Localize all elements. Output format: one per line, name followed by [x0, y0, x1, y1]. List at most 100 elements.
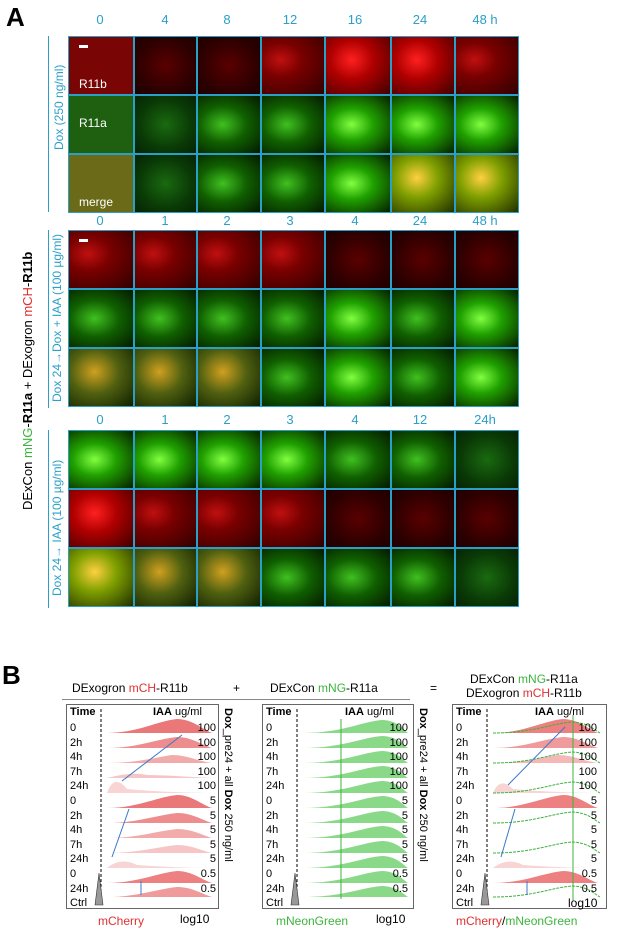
row-iaa-value: 5 [209, 809, 216, 822]
row-time-label: 0 [456, 722, 463, 734]
row-iaa-value: 100 [578, 736, 597, 749]
time-label: 4 [351, 213, 359, 228]
label-dexcon: DExCon [20, 457, 35, 510]
row-iaa-value: 5 [209, 853, 216, 866]
time-label: 3 [286, 412, 294, 427]
arrow [507, 726, 566, 786]
row-iaa-value: 5 [401, 838, 408, 851]
row-time-label: 0 [266, 795, 273, 807]
hist-row [303, 811, 408, 823]
row-time-label: 2h [456, 736, 469, 749]
hist-row [303, 826, 408, 838]
hist-red [493, 755, 598, 763]
image-cell [68, 230, 134, 289]
block1-side-bar [48, 36, 49, 212]
xlabel-merge-slash: / [502, 914, 506, 928]
label-mch: mCH [20, 287, 35, 317]
row-time-label: 7h [70, 765, 83, 778]
xlabel-merge: mCherry/mNeonGreen [456, 914, 577, 928]
image-cell [68, 430, 134, 489]
hist-row [303, 766, 408, 778]
hist-red [493, 795, 598, 808]
time-label: 2 [223, 412, 231, 427]
row-time-label: 0 [266, 868, 273, 880]
time-label: 24 [412, 12, 428, 27]
row-time-label: 0 [456, 868, 463, 880]
row-time-label: 7h [70, 838, 83, 851]
time-label: 8 [223, 12, 231, 27]
image-cell [455, 36, 519, 95]
image-cell [391, 36, 455, 95]
hdr-mng: mNG [518, 672, 547, 686]
side-pre: _pre24 + all [417, 728, 429, 790]
row-time-label: Ctrl [456, 897, 474, 910]
row-time-label: 24h [70, 780, 89, 793]
label-r11b: R11b [20, 251, 35, 283]
time-label: 12 [282, 12, 298, 27]
hist-row [303, 841, 408, 853]
row-iaa-value: 100 [197, 736, 216, 749]
row-time-label: 4h [456, 751, 469, 764]
col-iaa-header: IAA ug/ml [535, 706, 584, 718]
col-iaa-header: IAA ug/ml [345, 706, 394, 718]
arrow [500, 808, 516, 858]
row-iaa-value: 100 [389, 751, 408, 764]
row-iaa-value: 5 [590, 809, 597, 822]
row-iaa-value: 5 [590, 838, 597, 851]
hdr-mng: mNG [318, 681, 347, 695]
image-cell [197, 95, 261, 154]
image-cell [134, 548, 197, 607]
row-label-r11a: R11a [79, 116, 107, 130]
image-cell [134, 230, 197, 289]
row-time-label: 2h [70, 736, 83, 749]
iaa-label: IAA [345, 706, 364, 718]
xlabel-mcherry: mCherry [98, 914, 145, 928]
row-iaa-value: 5 [401, 795, 408, 807]
row-iaa-value: 100 [389, 780, 408, 793]
time-label: 3 [286, 213, 294, 228]
col-iaa-header: IAA ug/ml [153, 706, 202, 718]
xlabel-merge-green: mNeonGreen [505, 914, 578, 928]
image-cell [325, 36, 391, 95]
row-iaa-value: 5 [209, 795, 216, 807]
image-cell [455, 289, 519, 348]
row-time-label: 4h [70, 824, 83, 837]
scale-bar [79, 239, 88, 242]
hist-red [493, 871, 598, 883]
hdr-text: -R11b [550, 686, 582, 700]
row-iaa-value: 0.5 [581, 882, 597, 895]
image-cell [68, 489, 134, 548]
block1-side-label: Dox (250 ng/ml) [52, 64, 66, 150]
side-label-1: Dox_pre24 + all Dox 250 ng/ml [222, 708, 234, 862]
row-iaa-value: 100 [197, 780, 216, 793]
image-cell [391, 489, 455, 548]
panel-b-letter: B [2, 660, 21, 690]
histogram-svg-mcherry [94, 709, 212, 906]
row-iaa-value: 5 [209, 838, 216, 851]
hist-row [303, 796, 408, 808]
row-time-label: 4h [266, 751, 279, 764]
row-iaa-value: 5 [590, 824, 597, 837]
image-cell [134, 36, 197, 95]
row-time-label: 4h [70, 751, 83, 764]
row-time-label: 24h [266, 853, 285, 866]
header-left: DExogron mCH-R11b [72, 681, 188, 695]
image-cell [197, 289, 261, 348]
image-cell [391, 154, 455, 213]
image-cell [197, 230, 261, 289]
time-label: 1 [161, 213, 169, 228]
row-iaa-value: 5 [401, 809, 408, 822]
time-label: 48 h [472, 12, 498, 27]
image-cell [261, 154, 325, 213]
row-iaa-value: 100 [389, 722, 408, 734]
image-cell [134, 95, 197, 154]
iaa-label: IAA [153, 706, 172, 718]
row-time-label: 24h [456, 853, 475, 866]
row-iaa-value: 5 [590, 795, 597, 807]
time-label: 2 [223, 213, 231, 228]
image-cell [455, 489, 519, 548]
hist-ctrl [290, 872, 300, 906]
image-cell [391, 430, 455, 489]
image-cell [455, 230, 519, 289]
iaa-unit: ug/ml [553, 706, 584, 718]
